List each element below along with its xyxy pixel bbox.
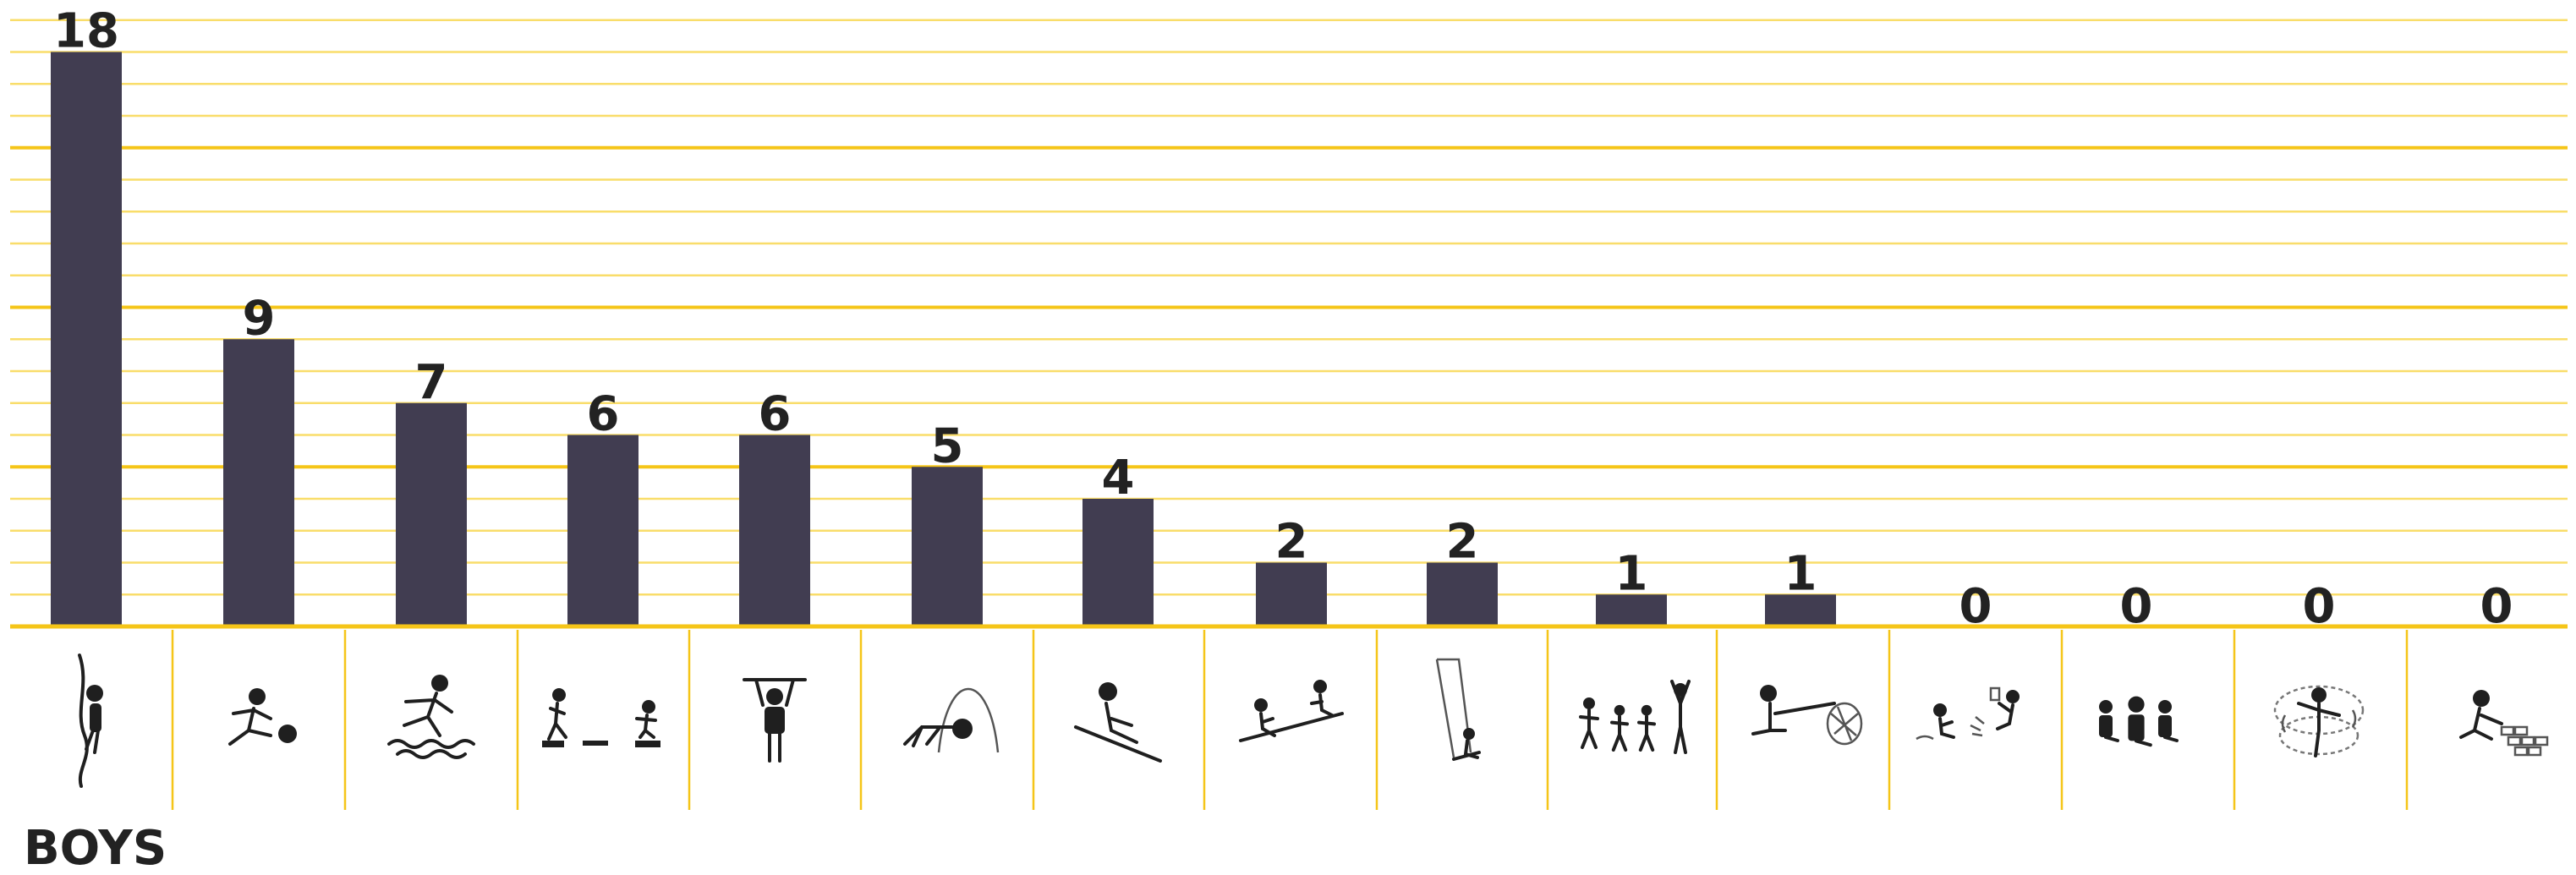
bar xyxy=(567,435,639,626)
soccer-kick-icon xyxy=(228,688,297,746)
value-label: 7 xyxy=(415,355,448,410)
rope-climbing-icon xyxy=(78,654,103,788)
bar xyxy=(1596,594,1667,626)
running-group-icon xyxy=(1579,680,1691,754)
sliding-slope-icon xyxy=(1074,682,1162,763)
value-label: 1 xyxy=(1615,546,1648,601)
bar xyxy=(739,435,810,626)
value-label: 5 xyxy=(931,418,964,473)
water-jumping-icon xyxy=(387,675,475,759)
splash-play-icon xyxy=(1916,686,2020,741)
bar xyxy=(1256,562,1327,626)
bar xyxy=(912,467,983,626)
net-fishing-icon xyxy=(1751,685,1863,746)
group-sitting-icon xyxy=(2099,696,2179,747)
value-label: 1 xyxy=(1784,546,1817,601)
activity-icons xyxy=(78,654,2549,788)
bar xyxy=(396,402,467,626)
value-label: 18 xyxy=(53,4,119,59)
block-building-icon xyxy=(2459,690,2549,757)
bar xyxy=(1427,562,1498,626)
icon-separators xyxy=(171,630,2409,810)
step-jumping-icon xyxy=(542,688,660,747)
bars xyxy=(51,52,1836,626)
value-label: 2 xyxy=(1275,515,1308,570)
value-label: 9 xyxy=(243,291,276,346)
bar xyxy=(1765,594,1836,626)
spinning-icon xyxy=(2273,685,2365,757)
gridlines xyxy=(10,19,2568,596)
value-label: 4 xyxy=(1102,451,1135,506)
rolling-arc-icon xyxy=(903,687,1000,753)
pull-up-bar-icon xyxy=(743,678,807,763)
value-label: 6 xyxy=(759,387,792,442)
value-label: 2 xyxy=(1446,515,1479,570)
bar xyxy=(51,52,122,626)
group-title: BOYS xyxy=(24,821,167,875)
seesaw-icon xyxy=(1239,680,1344,742)
value-label: 6 xyxy=(587,387,620,442)
bar xyxy=(1082,499,1154,626)
swing-icon xyxy=(1435,658,1481,761)
bar xyxy=(223,339,294,626)
